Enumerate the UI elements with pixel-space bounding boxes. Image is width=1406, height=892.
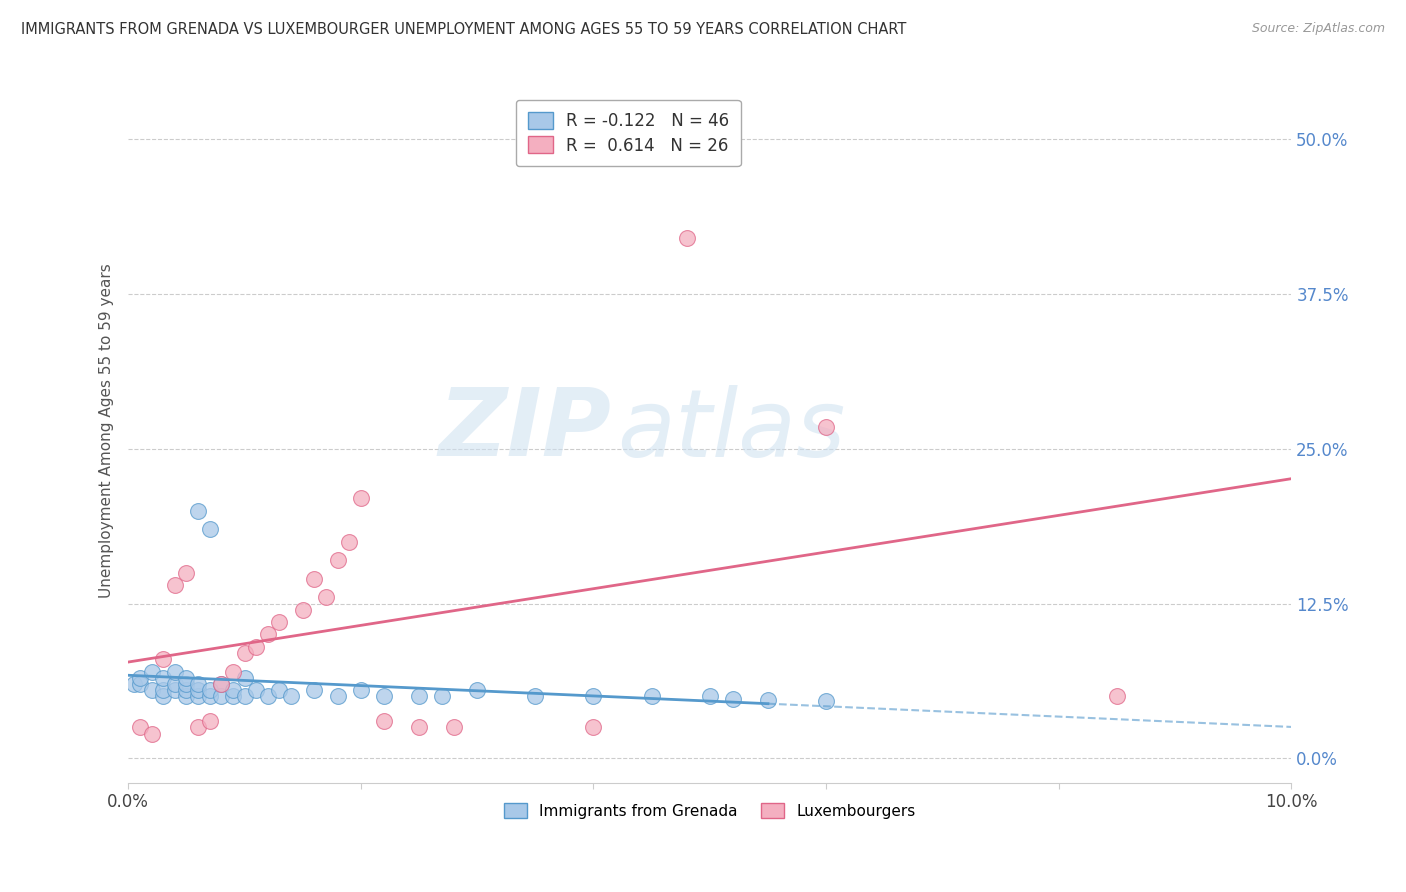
Point — [198, 683, 221, 698]
Point — [187, 504, 209, 518]
Point — [128, 720, 150, 734]
Text: ZIP: ZIP — [439, 384, 612, 476]
Point — [815, 694, 838, 708]
Point — [198, 714, 221, 728]
Point — [152, 671, 174, 685]
Point — [233, 671, 256, 685]
Point — [699, 690, 721, 704]
Point — [582, 720, 605, 734]
Point — [524, 690, 547, 704]
Point — [176, 671, 198, 685]
Point — [256, 690, 278, 704]
Point — [141, 726, 163, 740]
Point — [176, 683, 198, 698]
Point — [222, 690, 245, 704]
Point — [304, 683, 326, 698]
Point — [198, 690, 221, 704]
Point — [198, 522, 221, 536]
Point — [233, 646, 256, 660]
Point — [326, 553, 349, 567]
Point — [304, 572, 326, 586]
Text: IMMIGRANTS FROM GRENADA VS LUXEMBOURGER UNEMPLOYMENT AMONG AGES 55 TO 59 YEARS C: IMMIGRANTS FROM GRENADA VS LUXEMBOURGER … — [21, 22, 907, 37]
Point — [408, 690, 430, 704]
Point — [209, 690, 232, 704]
Point — [350, 683, 373, 698]
Point — [291, 603, 314, 617]
Point — [128, 671, 150, 685]
Point — [337, 534, 360, 549]
Point — [122, 677, 145, 691]
Point — [675, 231, 697, 245]
Point — [176, 690, 198, 704]
Point — [408, 720, 430, 734]
Point — [315, 591, 337, 605]
Point — [209, 677, 232, 691]
Point — [163, 683, 186, 698]
Point — [233, 690, 256, 704]
Point — [280, 690, 302, 704]
Point — [432, 690, 454, 704]
Point — [815, 419, 838, 434]
Point — [187, 690, 209, 704]
Point — [256, 627, 278, 641]
Point — [245, 640, 267, 654]
Text: Source: ZipAtlas.com: Source: ZipAtlas.com — [1251, 22, 1385, 36]
Point — [582, 690, 605, 704]
Point — [245, 683, 267, 698]
Y-axis label: Unemployment Among Ages 55 to 59 years: Unemployment Among Ages 55 to 59 years — [100, 263, 114, 598]
Point — [465, 683, 488, 698]
Point — [350, 491, 373, 506]
Point — [163, 665, 186, 679]
Point — [187, 683, 209, 698]
Point — [222, 665, 245, 679]
Point — [373, 714, 395, 728]
Legend: Immigrants from Grenada, Luxembourgers: Immigrants from Grenada, Luxembourgers — [498, 797, 921, 825]
Point — [640, 690, 662, 704]
Point — [141, 665, 163, 679]
Point — [756, 693, 779, 707]
Point — [187, 677, 209, 691]
Point — [209, 677, 232, 691]
Point — [152, 683, 174, 698]
Point — [373, 690, 395, 704]
Point — [222, 683, 245, 698]
Point — [326, 690, 349, 704]
Point — [443, 720, 465, 734]
Point — [128, 677, 150, 691]
Point — [269, 615, 291, 629]
Point — [152, 690, 174, 704]
Point — [176, 677, 198, 691]
Point — [152, 652, 174, 666]
Point — [176, 566, 198, 580]
Point — [163, 677, 186, 691]
Point — [163, 578, 186, 592]
Point — [269, 683, 291, 698]
Text: atlas: atlas — [617, 384, 845, 475]
Point — [1105, 690, 1128, 704]
Point — [141, 683, 163, 698]
Point — [721, 691, 744, 706]
Point — [187, 720, 209, 734]
